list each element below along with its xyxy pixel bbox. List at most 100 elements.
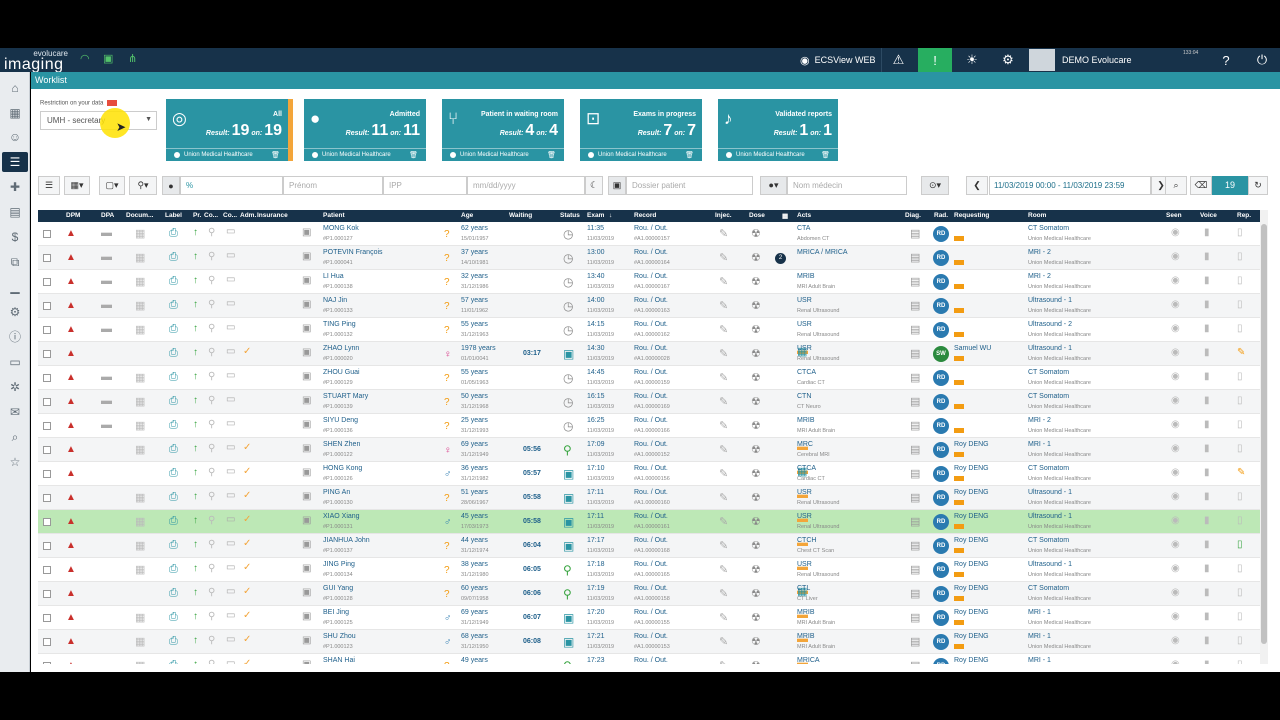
report-icon[interactable]: ▯ — [1237, 515, 1243, 526]
trash-icon[interactable]: 🗑 — [685, 152, 694, 159]
comment-icon[interactable]: ▭ — [226, 514, 236, 525]
diagnosis-icon[interactable]: ▤ — [910, 228, 921, 240]
consent-icon[interactable]: ⚲ — [208, 227, 216, 238]
row-checkbox[interactable] — [43, 422, 51, 430]
table-row[interactable]: ▲ ▬ ▦ ⎙ ↑ ⚲ ▭ ✓ ▣ BEI Jing #P1.000125 ♂ 69 years 31/1… — [38, 606, 1260, 630]
radiation-icon[interactable]: ☢ — [751, 492, 761, 504]
reports-icon[interactable]: ▤ — [9, 205, 21, 219]
seen-eye-icon[interactable]: ◉ — [1171, 275, 1180, 286]
row-checkbox[interactable] — [43, 518, 51, 526]
syringe-icon[interactable]: ✎ — [719, 636, 729, 648]
syringe-icon[interactable]: ✎ — [719, 588, 729, 600]
radiation-icon[interactable]: ☢ — [751, 564, 761, 576]
row-checkbox[interactable] — [43, 230, 51, 238]
comment-icon[interactable]: ▭ — [226, 298, 236, 309]
voice-icon[interactable]: ▮ — [1204, 227, 1210, 238]
diagnosis-icon[interactable]: ▤ — [910, 396, 921, 408]
diagnosis-icon[interactable]: ▤ — [910, 659, 920, 664]
print-label-icon[interactable]: ⎙ — [169, 659, 178, 664]
status-icon[interactable]: ◷ — [563, 419, 574, 433]
radiation-icon[interactable]: ☢ — [751, 659, 761, 664]
report-icon[interactable]: ▯ — [1237, 635, 1243, 646]
patient-name[interactable]: ZHAO Lynn — [323, 345, 360, 352]
radiologist-avatar[interactable]: RD — [933, 370, 949, 386]
radiation-icon[interactable]: ☢ — [751, 540, 761, 552]
dpm-icon[interactable]: ▲ — [66, 468, 76, 479]
table-row[interactable]: ▲ ▬ ▦ ⎙ ↑ ⚲ ▭ ✓ ▣ XIAO Xiang #P1.000131 ♂ 45 years 17… — [38, 510, 1260, 534]
col-requesting[interactable]: Requesting — [954, 212, 990, 219]
voice-icon[interactable]: ▮ — [1204, 563, 1210, 574]
consent-icon[interactable]: ⚲ — [208, 587, 216, 598]
comment-icon[interactable]: ▭ — [226, 466, 236, 477]
status-icon[interactable]: ▣ — [563, 539, 575, 553]
comment-icon[interactable]: ▭ — [226, 394, 236, 405]
document-icon[interactable]: ▦ — [797, 346, 808, 358]
firstname-input[interactable]: Prénom — [283, 176, 383, 195]
folder-icon[interactable]: ▬ — [797, 585, 808, 597]
patient-name[interactable]: STUART Mary — [323, 393, 369, 400]
diagnosis-icon[interactable]: ▤ — [910, 276, 921, 288]
scrollbar[interactable] — [1260, 210, 1268, 664]
status-icon[interactable]: ⚲ — [563, 587, 572, 601]
insurance-icon[interactable]: ▣ — [302, 395, 312, 406]
billing-icon[interactable]: $ — [11, 230, 19, 244]
report-icon[interactable]: ▯ — [1237, 251, 1243, 262]
document-icon[interactable]: ▦ — [135, 516, 146, 528]
col-co[interactable]: Co... — [204, 212, 219, 219]
patient-name[interactable]: TING Ping — [323, 321, 356, 328]
folder-icon[interactable]: ▬ — [101, 419, 112, 431]
col-seen[interactable]: Seen — [1166, 212, 1182, 219]
comment-icon[interactable]: ▭ — [226, 538, 236, 549]
patient-name[interactable]: BEI Jing — [323, 609, 350, 616]
status-icon[interactable]: ▣ — [563, 611, 575, 625]
radiologist-avatar[interactable]: RD — [933, 274, 949, 290]
folder-icon[interactable]: ▬ — [797, 465, 808, 477]
row-checkbox[interactable] — [43, 542, 51, 550]
folder-icon[interactable]: ▬ — [797, 537, 808, 549]
col-dose[interactable]: Dose — [749, 212, 765, 219]
insurance-icon[interactable]: ▣ — [302, 347, 312, 358]
table-row[interactable]: ▲ ▬ ▦ ⎙ ↑ ⚲ ▭ ▣ POTEVIN François #P1.000041? 37 ye… — [38, 246, 1260, 270]
patient-name[interactable]: ZHOU Guai — [323, 369, 360, 376]
admission-check-icon[interactable]: ✓ — [243, 442, 252, 453]
insurance-icon[interactable]: ▣ — [302, 299, 312, 310]
document-icon[interactable]: ▦ — [797, 586, 808, 598]
priority-arrow-icon[interactable]: ↑ — [193, 515, 198, 526]
row-checkbox[interactable] — [43, 662, 51, 664]
status-icon[interactable]: ◷ — [563, 227, 574, 241]
col-dpm[interactable]: DPM — [66, 212, 81, 219]
row-checkbox[interactable] — [43, 398, 51, 406]
priority-arrow-icon[interactable]: ↑ — [193, 251, 198, 262]
syringe-icon[interactable]: ✎ — [719, 492, 729, 504]
consent-icon[interactable]: ⚲ — [208, 467, 216, 478]
table-row[interactable]: ▲ ▬ ▦ ⎙ ↑ ⚲ ▭ ✓ ▣ JING Ping #P1.000134? 38 years 31/… — [38, 558, 1260, 582]
ecsview-link[interactable]: ◉ ECSView WEB — [800, 48, 875, 72]
comment-icon[interactable]: ▭ — [226, 610, 236, 621]
seen-eye-icon[interactable]: ◉ — [1171, 515, 1180, 526]
admission-check-icon[interactable]: ✓ — [243, 514, 252, 525]
consent-icon[interactable]: ⚲ — [208, 635, 216, 646]
priority-arrow-icon[interactable]: ↑ — [193, 611, 198, 622]
seen-eye-icon[interactable]: ◉ — [1171, 611, 1180, 622]
trash-icon[interactable]: 🗑 — [821, 152, 830, 159]
chat-icon[interactable]: ✉ — [9, 405, 21, 419]
folder-icon[interactable]: ▬ — [797, 513, 808, 525]
status-icon[interactable]: ▣ — [563, 347, 575, 361]
restriction-select[interactable]: UMH - secretary ▼ — [40, 111, 157, 130]
report-icon[interactable]: ▯ — [1237, 395, 1243, 406]
row-checkbox[interactable] — [43, 638, 51, 646]
radiation-icon[interactable]: ☢ — [751, 516, 761, 528]
priority-arrow-icon[interactable]: ↑ — [193, 323, 198, 334]
device-filter-icon[interactable]: ⊙▾ — [921, 176, 949, 195]
favorites-icon[interactable]: ☆ — [9, 455, 21, 469]
status-icon[interactable]: ◷ — [563, 323, 574, 337]
voice-icon[interactable]: ▮ — [1204, 539, 1210, 550]
folder-icon[interactable]: ▬ — [797, 609, 808, 621]
row-checkbox[interactable] — [43, 278, 51, 286]
patient-name[interactable]: NAJ Jin — [323, 297, 348, 304]
seen-eye-icon[interactable]: ◉ — [1171, 491, 1180, 502]
consent-icon[interactable]: ⚲ — [208, 299, 216, 310]
col-dpa[interactable]: DPA — [101, 212, 115, 219]
priority-arrow-icon[interactable]: ↑ — [193, 419, 198, 430]
voice-icon[interactable]: ▮ — [1204, 659, 1210, 664]
